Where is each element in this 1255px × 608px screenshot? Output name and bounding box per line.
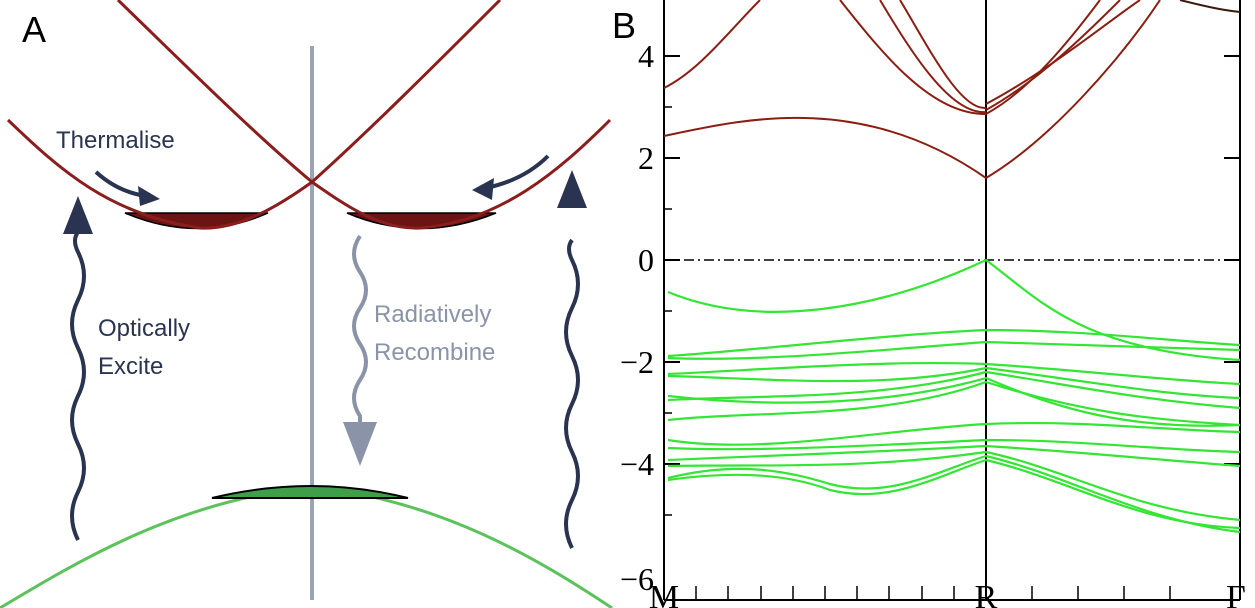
conduction-band-2-r — [879, 0, 987, 114]
radiatively-label-line1: Radiatively — [374, 301, 491, 328]
valence-band-8 — [667, 380, 1241, 427]
conduction-band-r-gamma-1 — [985, 0, 1161, 179]
k-label-gamma: Γ — [1226, 579, 1246, 608]
recombination-arrowhead — [343, 422, 377, 466]
conduction-band-left-branch — [116, 0, 313, 184]
optically-label-line2: Excite — [98, 353, 163, 380]
conduction-band-upper-m — [663, 0, 761, 89]
valence-band — [0, 485, 613, 608]
conduction-band-1-r — [839, 0, 987, 116]
valence-band-3 — [667, 340, 1241, 360]
conduction-band-r-gamma-4 — [985, 0, 1141, 105]
optical-excitation-arrow-right — [564, 238, 580, 549]
valence-band-6 — [667, 370, 1241, 410]
valence-band-top — [667, 258, 1241, 362]
conduction-band-r-gamma-3 — [985, 0, 1121, 111]
k-label-r: R — [975, 579, 998, 608]
optical-excitation-arrowhead-left — [63, 196, 93, 234]
panel-b: B — [612, 0, 1246, 608]
conduction-band-r-gamma-2 — [985, 0, 1101, 115]
valence-band-12 — [667, 450, 1241, 522]
optical-excitation-arrow-left — [70, 230, 86, 541]
conduction-band-right-branch — [310, 0, 502, 184]
y-tick-label-2: 2 — [638, 140, 654, 176]
panel-a: A Thermalise Optically Excite Radiativ — [0, 0, 613, 608]
radiatively-label-line2: Recombine — [374, 339, 495, 366]
optically-label-line1: Optically — [98, 315, 190, 342]
conduction-band-3-r — [899, 0, 987, 110]
thermalise-arrowhead-left — [138, 186, 160, 206]
y-tick-label-minus6: −6 — [620, 561, 654, 597]
valence-band-10 — [667, 438, 1241, 454]
valence-band-7 — [667, 376, 1241, 427]
valence-band-4 — [667, 361, 1241, 386]
thermalise-arrow-left — [94, 170, 147, 198]
y-tick-label-minus2: −2 — [620, 344, 654, 380]
valence-band-2 — [667, 328, 1241, 358]
k-label-m: M — [649, 579, 679, 608]
valence-bands — [667, 258, 1241, 534]
optical-excitation-arrowhead-right — [557, 170, 587, 208]
valence-band-13 — [667, 454, 1241, 534]
conduction-band-right-valley — [311, 118, 612, 230]
recombination-arrow — [352, 234, 368, 422]
valence-band-5 — [667, 366, 1241, 400]
x-axis-ticks — [695, 586, 1171, 600]
y-tick-label-4: 4 — [638, 38, 654, 74]
panel-a-label: A — [22, 9, 46, 50]
y-axis-ticks — [664, 55, 1240, 516]
valence-band-11 — [667, 444, 1241, 468]
conduction-band-left-valley — [6, 118, 313, 230]
conduction-band-lower-mr — [663, 116, 987, 179]
conduction-bands — [663, 0, 1241, 179]
hole-pocket — [211, 485, 409, 499]
valence-band-9 — [667, 421, 1241, 446]
y-tick-label-minus4: −4 — [620, 446, 654, 482]
thermalise-arrowhead-right — [472, 178, 494, 200]
panel-b-label: B — [612, 5, 636, 46]
valence-band-14 — [667, 458, 1241, 530]
conduction-band-gamma-tail — [1179, 0, 1241, 13]
y-tick-label-0: 0 — [638, 242, 654, 278]
thermalise-label: Thermalise — [56, 127, 175, 154]
